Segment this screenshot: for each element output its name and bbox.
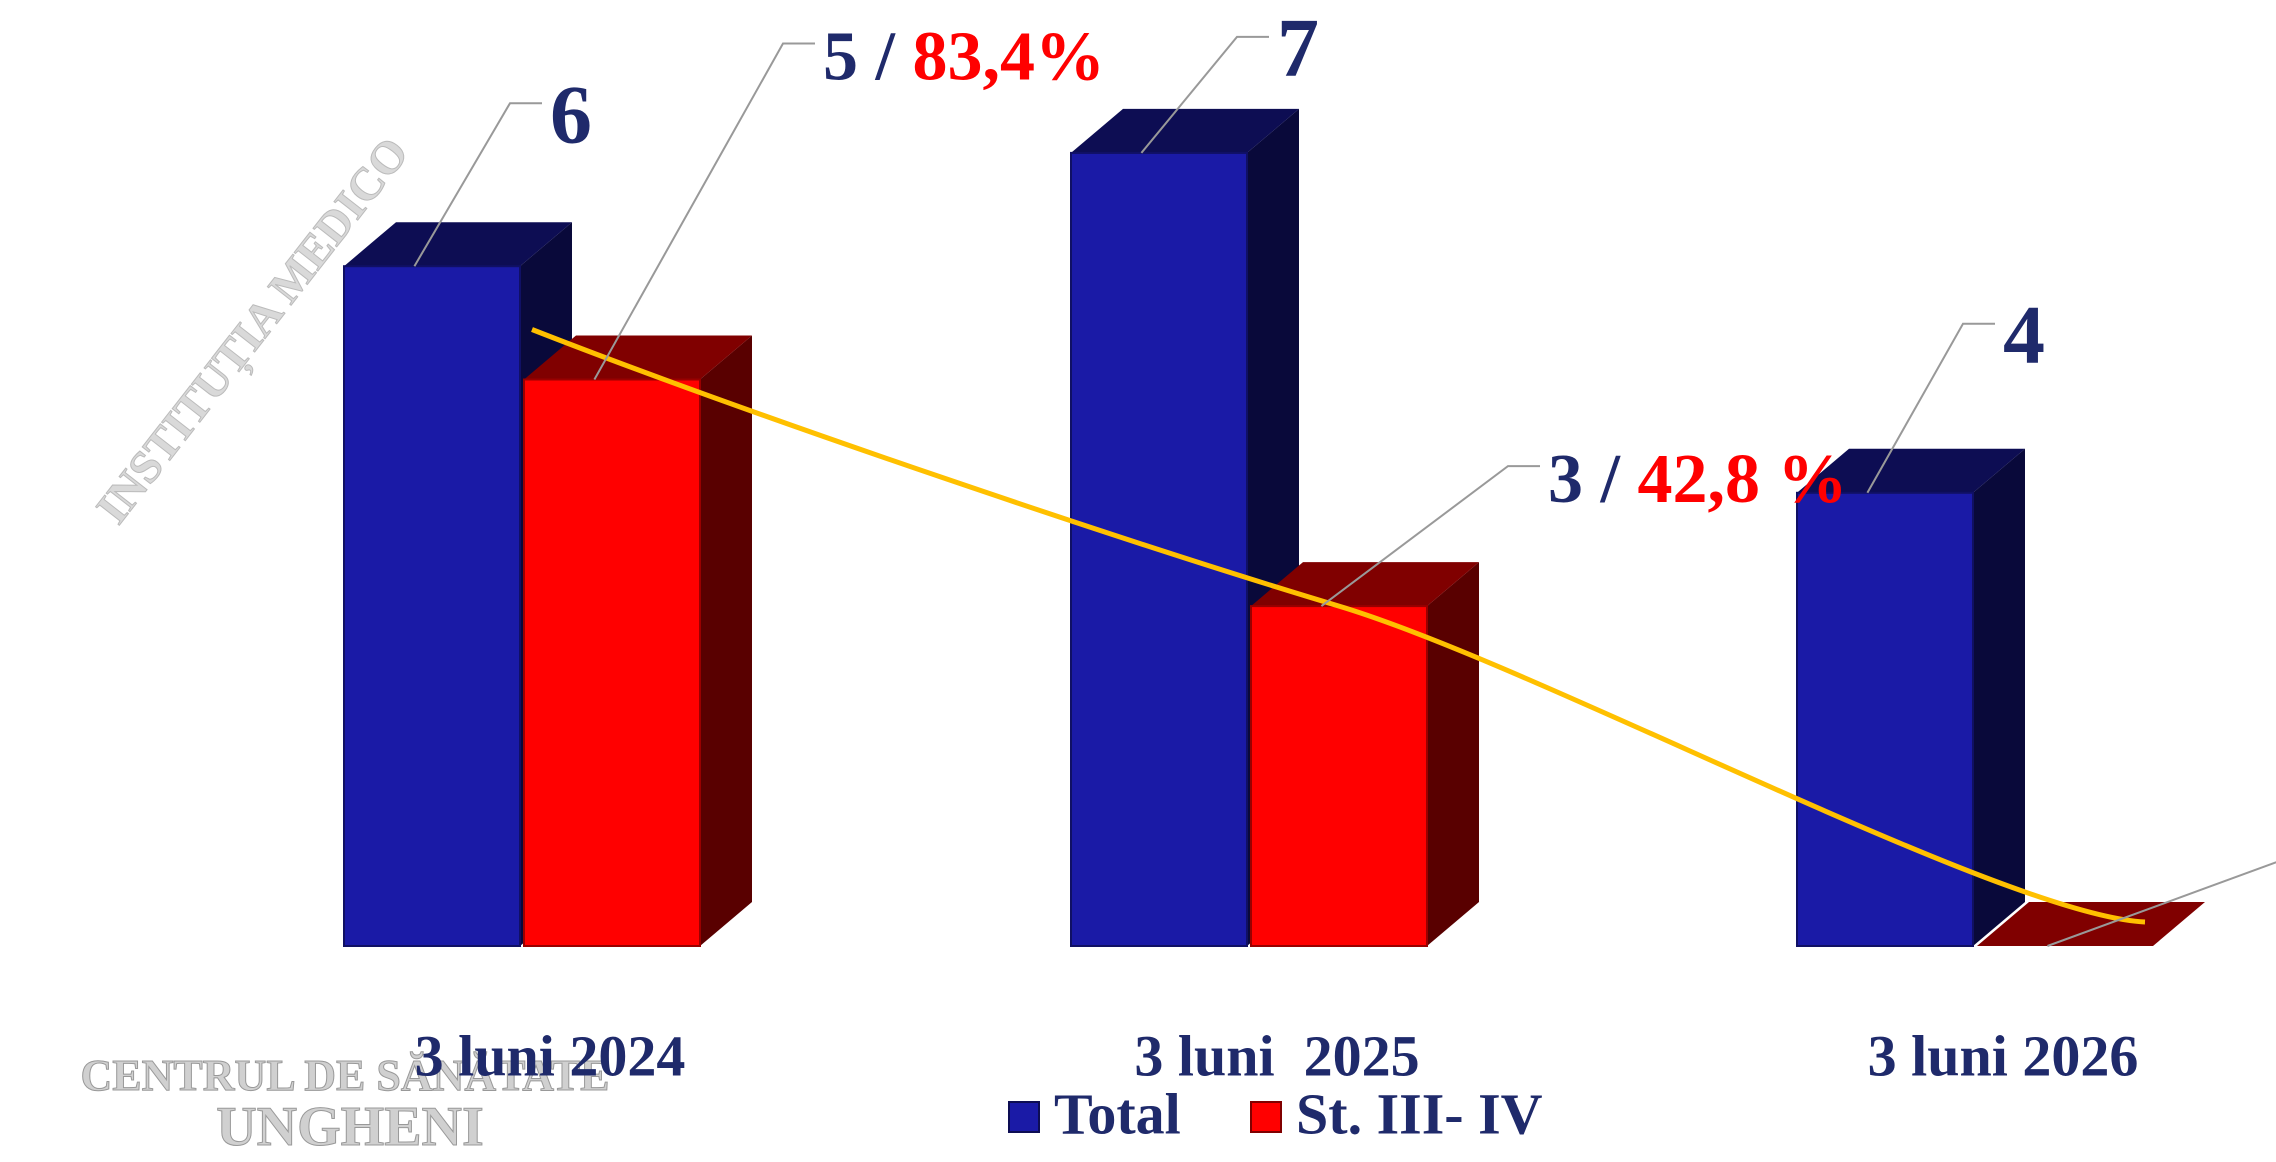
data-label: 6 [550,68,592,161]
legend-swatch [1250,1101,1282,1133]
data-label: 5 / 83,4% [823,19,1105,96]
bar-side [1427,562,1479,946]
leader-line [593,42,815,380]
bar-top [1977,902,2205,946]
bar [1250,605,1428,947]
leader-line [413,102,542,267]
watermark-line: UNGHENI [216,1096,484,1158]
data-label: 7 [1277,2,1319,95]
legend-label: Total [1054,1081,1181,1146]
bar [523,378,701,947]
bar-top [1797,448,2025,493]
x-tick-label: 3 luni 2024 [415,1023,686,1088]
trend-line [531,327,2146,925]
bar-top [344,222,572,267]
data-label: 4 [2003,289,2045,382]
watermark-line: CENTRUL DE SĂNĂTATE [81,1051,610,1100]
data-label: 3 / 42,8 % [1548,441,1847,518]
legend-swatch [1008,1101,1040,1133]
leader-line [1140,35,1269,154]
leader-line [2047,861,2276,947]
legend-label: St. III- IV [1296,1081,1543,1146]
x-tick-label: 3 luni 2025 [1134,1023,1419,1088]
bar [343,265,521,947]
x-tick-label: 3 luni 2026 [1868,1023,2139,1088]
bar-top [1071,108,1299,153]
bar [1796,491,1974,947]
leader-line [1866,322,1995,494]
leader-line [1320,465,1540,607]
bar-side [700,335,752,946]
bar-side [1973,448,2025,946]
